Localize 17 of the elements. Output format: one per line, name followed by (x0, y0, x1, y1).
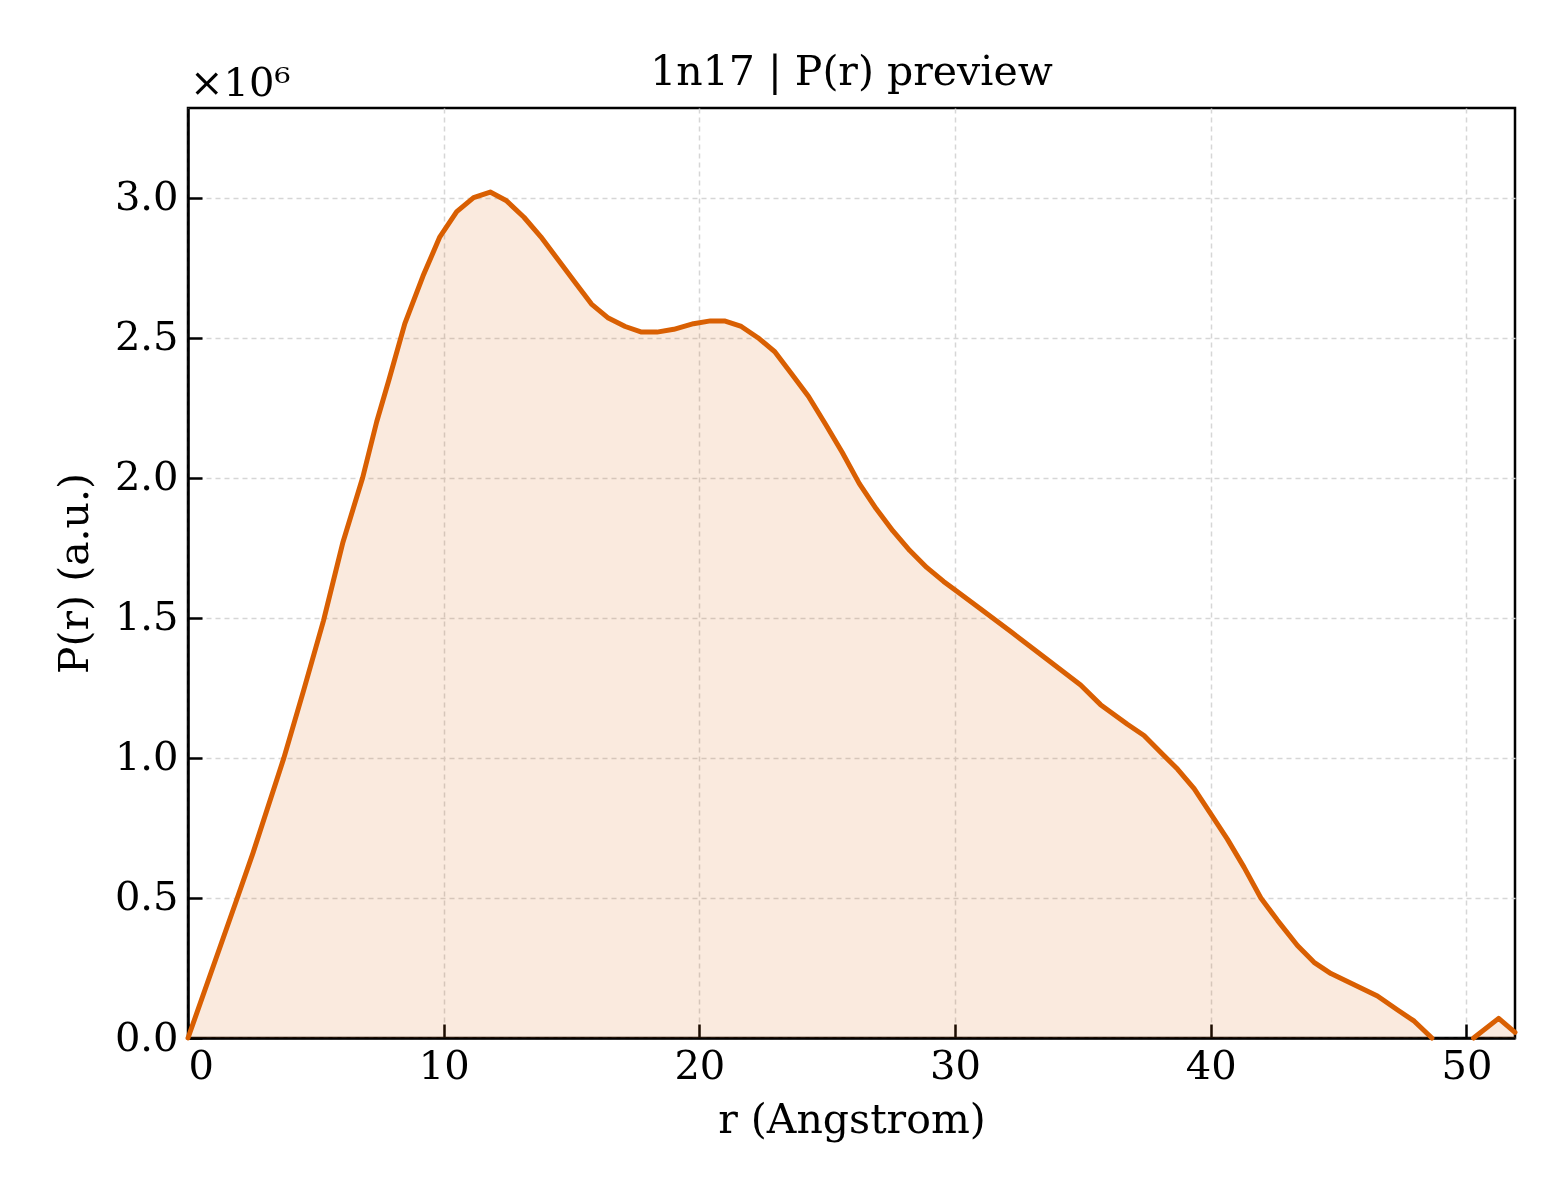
x-tick-label: 40 (1185, 1041, 1237, 1088)
y-tick-label: 0.5 (114, 873, 179, 920)
text: ×10⁶ (190, 59, 291, 105)
y-tick-label: 1.0 (114, 733, 179, 780)
x-tick-label: 30 (930, 1041, 982, 1088)
x-tick-label: 0 (188, 1041, 214, 1088)
x-axis-title: r (Angstrom) (718, 1094, 986, 1143)
y-tick-label: 3.0 (114, 173, 179, 220)
y-tick-label: 2.0 (114, 453, 179, 500)
x-tick-label: 20 (674, 1041, 726, 1088)
chart-title: 1n17 | P(r) preview (650, 47, 1053, 95)
x-tick-label: 50 (1441, 1041, 1493, 1088)
y-tick-label: 1.5 (114, 593, 179, 640)
x-tick-label: 10 (418, 1041, 470, 1088)
y-tick-label: 2.5 (114, 313, 179, 360)
y-tick-label: 0.0 (114, 1013, 179, 1060)
y-axis-title: P(r) (a.u.) (49, 472, 98, 675)
